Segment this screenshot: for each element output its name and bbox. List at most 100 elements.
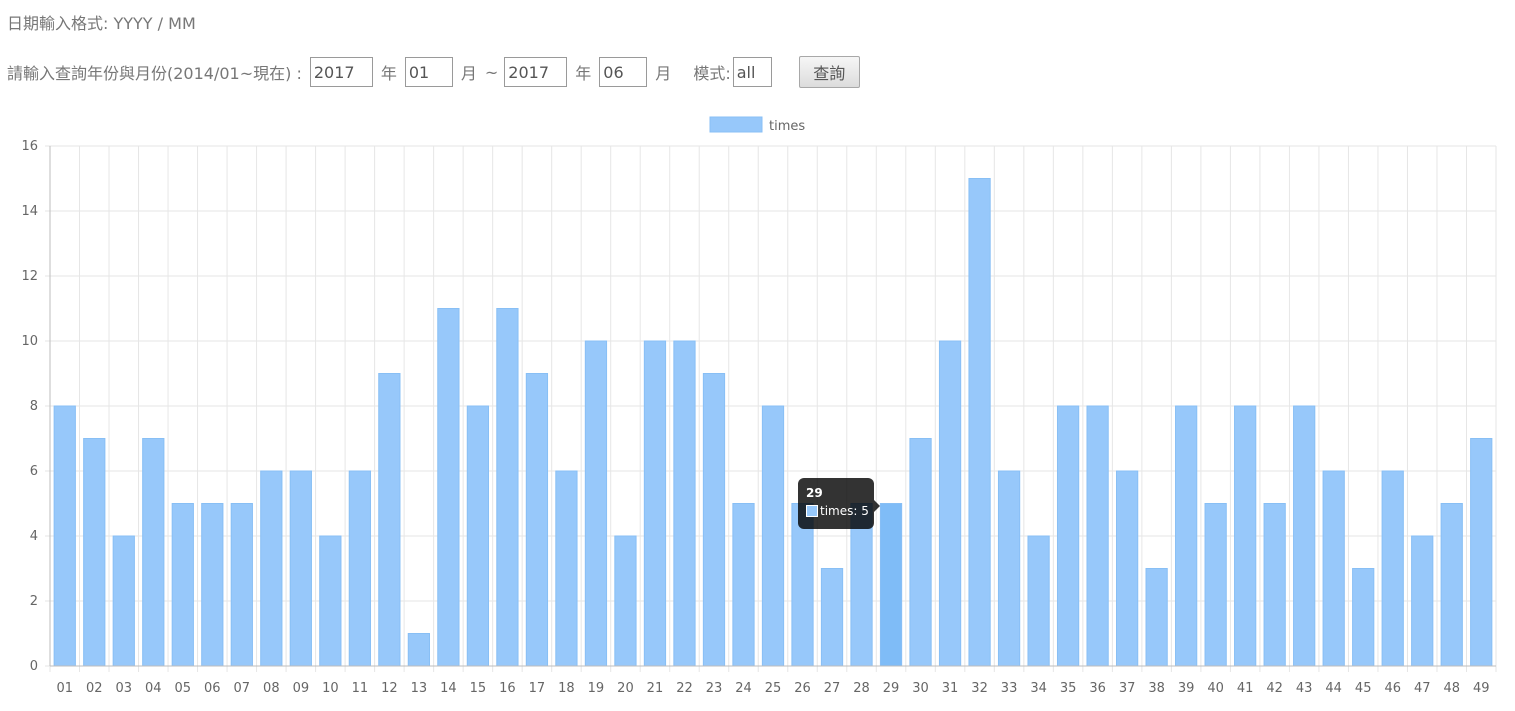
- x-tick-label: 32: [971, 681, 988, 696]
- query-submit-button[interactable]: 查詢: [798, 56, 860, 88]
- bar-37[interactable]: [1115, 470, 1139, 667]
- tooltip-value: times: 5: [820, 504, 869, 518]
- x-tick-label: 09: [293, 681, 310, 696]
- end-month-unit: 月: [655, 64, 672, 83]
- bar-23[interactable]: [702, 373, 726, 667]
- x-tick-label: 12: [381, 681, 398, 696]
- bar-01[interactable]: [53, 405, 76, 667]
- y-tick-label: 2: [30, 594, 38, 609]
- x-tick-label: 39: [1178, 681, 1195, 696]
- start-month-input[interactable]: [404, 57, 453, 87]
- x-tick-label: 04: [145, 681, 162, 696]
- bar-46[interactable]: [1381, 470, 1404, 667]
- bar-22[interactable]: [673, 340, 696, 667]
- query-prompt-label: 請輸入查詢年份與月份(2014/01~現在) :: [7, 64, 302, 83]
- x-tick-label: 23: [706, 681, 723, 696]
- bar-18[interactable]: [555, 470, 578, 667]
- x-tick-label: 07: [234, 681, 251, 696]
- bar-08[interactable]: [260, 470, 283, 667]
- mode-input[interactable]: [732, 57, 772, 87]
- x-tick-label: 38: [1148, 681, 1165, 696]
- query-form: 請輸入查詢年份與月份(2014/01~現在) : 年 月 ~ 年 月 模式: 查…: [7, 56, 860, 88]
- y-tick-label: 8: [30, 399, 38, 414]
- x-tick-label: 11: [352, 681, 369, 696]
- start-month-unit: 月: [460, 64, 477, 83]
- bar-35[interactable]: [1056, 405, 1080, 667]
- x-tick-label: 44: [1325, 681, 1342, 696]
- bar-24[interactable]: [732, 503, 755, 667]
- x-tick-label: 33: [1001, 681, 1018, 696]
- bar-45[interactable]: [1352, 568, 1375, 667]
- y-tick-label: 14: [21, 204, 38, 219]
- bar-49[interactable]: [1470, 438, 1493, 667]
- x-tick-label: 36: [1089, 681, 1106, 696]
- bar-38[interactable]: [1145, 568, 1168, 667]
- x-tick-label: 43: [1296, 681, 1313, 696]
- end-month-input[interactable]: [599, 57, 648, 87]
- x-tick-label: 10: [322, 681, 339, 696]
- x-tick-label: 20: [617, 681, 634, 696]
- end-year-input[interactable]: [504, 57, 568, 87]
- x-tick-label: 34: [1030, 681, 1047, 696]
- bar-14[interactable]: [437, 308, 460, 667]
- legend-label: times: [769, 119, 805, 134]
- x-tick-label: 47: [1414, 681, 1431, 696]
- x-axis: 01 02 03 04 05 06 07 08 09 10 11 12 13 14 15 16 17 18 19 20…: [50, 665, 1496, 696]
- bar-32[interactable]: [968, 178, 991, 667]
- bar-31[interactable]: [938, 340, 962, 667]
- bar-16[interactable]: [496, 308, 519, 667]
- x-tick-label: 24: [735, 681, 752, 696]
- bar-34[interactable]: [1027, 535, 1050, 667]
- bar-40[interactable]: [1204, 503, 1227, 667]
- y-tick-label: 10: [21, 334, 38, 349]
- bar-36[interactable]: [1086, 405, 1109, 667]
- bar-15[interactable]: [466, 405, 490, 667]
- bar-07[interactable]: [230, 503, 253, 667]
- x-tick-label: 14: [440, 681, 457, 696]
- x-tick-label: 05: [175, 681, 192, 696]
- x-tick-label: 16: [499, 681, 516, 696]
- x-tick-label: 40: [1207, 681, 1224, 696]
- bar-41[interactable]: [1234, 405, 1257, 667]
- bar-27[interactable]: [820, 568, 844, 667]
- x-tick-label: 19: [588, 681, 605, 696]
- x-tick-label: 35: [1060, 681, 1077, 696]
- x-tick-label: 02: [86, 681, 103, 696]
- tooltip-title: 29: [806, 486, 823, 500]
- bar-44[interactable]: [1322, 470, 1345, 667]
- bar-09[interactable]: [289, 470, 312, 667]
- bar-33[interactable]: [997, 470, 1021, 667]
- x-tick-label: 26: [794, 681, 811, 696]
- bar-06[interactable]: [201, 503, 224, 667]
- x-tick-label: 29: [883, 681, 900, 696]
- bar-02[interactable]: [83, 438, 106, 667]
- bar-47[interactable]: [1411, 535, 1434, 667]
- bar-13[interactable]: [407, 633, 431, 667]
- bar-39[interactable]: [1175, 405, 1198, 667]
- bar-17[interactable]: [525, 373, 549, 667]
- bar-05[interactable]: [171, 503, 194, 667]
- y-axis: 0 2 4 6 8 10 12 14 16: [21, 139, 51, 674]
- bar-04[interactable]: [142, 438, 165, 667]
- bar-11[interactable]: [348, 470, 371, 667]
- chart-legend[interactable]: times: [709, 116, 805, 134]
- bar-42[interactable]: [1263, 503, 1286, 667]
- bar-19[interactable]: [584, 340, 608, 667]
- bar-30[interactable]: [909, 438, 932, 667]
- bar-03[interactable]: [112, 535, 135, 667]
- mode-label: 模式:: [693, 64, 731, 83]
- x-tick-label: 03: [116, 681, 133, 696]
- bar-25[interactable]: [761, 405, 785, 667]
- bar-43[interactable]: [1293, 405, 1316, 667]
- start-year-input[interactable]: [309, 57, 373, 87]
- y-tick-label: 12: [21, 269, 38, 284]
- x-tick-label: 30: [912, 681, 929, 696]
- bar-12[interactable]: [378, 373, 401, 667]
- bar-10[interactable]: [319, 535, 342, 667]
- bar-29[interactable]: [879, 503, 903, 667]
- bar-21[interactable]: [643, 340, 667, 667]
- bar-20[interactable]: [614, 535, 637, 667]
- x-tick-label: 08: [263, 681, 280, 696]
- bar-48[interactable]: [1440, 503, 1463, 667]
